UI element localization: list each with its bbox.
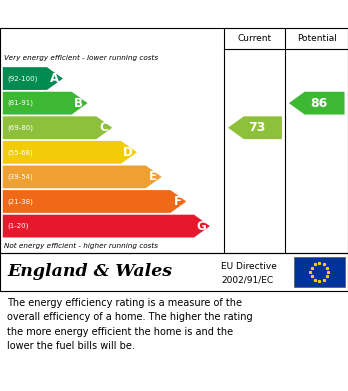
Text: D: D xyxy=(123,146,133,159)
Text: (69-80): (69-80) xyxy=(7,124,33,131)
Text: 86: 86 xyxy=(310,97,328,109)
Polygon shape xyxy=(3,141,137,164)
Polygon shape xyxy=(3,165,161,188)
Text: England & Wales: England & Wales xyxy=(7,264,172,280)
Text: 2002/91/EC: 2002/91/EC xyxy=(221,276,273,285)
Text: (81-91): (81-91) xyxy=(7,100,33,106)
Text: EU Directive: EU Directive xyxy=(221,262,277,271)
Text: (55-68): (55-68) xyxy=(7,149,33,156)
Polygon shape xyxy=(3,67,63,90)
Text: (1-20): (1-20) xyxy=(7,223,28,230)
Text: G: G xyxy=(196,220,206,233)
Polygon shape xyxy=(3,117,112,139)
Bar xyxy=(294,257,345,287)
Polygon shape xyxy=(228,117,282,139)
Polygon shape xyxy=(289,92,345,115)
Text: F: F xyxy=(174,195,182,208)
Polygon shape xyxy=(3,92,88,115)
Text: Very energy efficient - lower running costs: Very energy efficient - lower running co… xyxy=(4,55,158,61)
Text: Current: Current xyxy=(238,34,272,43)
Text: The energy efficiency rating is a measure of the
overall efficiency of a home. T: The energy efficiency rating is a measur… xyxy=(7,298,253,351)
Text: Energy Efficiency Rating: Energy Efficiency Rating xyxy=(4,7,214,22)
Text: (92-100): (92-100) xyxy=(7,75,37,82)
Polygon shape xyxy=(3,215,210,237)
Text: (21-38): (21-38) xyxy=(7,198,33,205)
Text: E: E xyxy=(149,170,157,183)
Text: A: A xyxy=(49,72,59,85)
Text: 73: 73 xyxy=(248,121,266,134)
Text: (39-54): (39-54) xyxy=(7,174,33,180)
Text: Potential: Potential xyxy=(297,34,337,43)
Text: B: B xyxy=(74,97,83,109)
Polygon shape xyxy=(3,190,186,213)
Text: Not energy efficient - higher running costs: Not energy efficient - higher running co… xyxy=(4,243,158,249)
Text: C: C xyxy=(99,121,108,134)
